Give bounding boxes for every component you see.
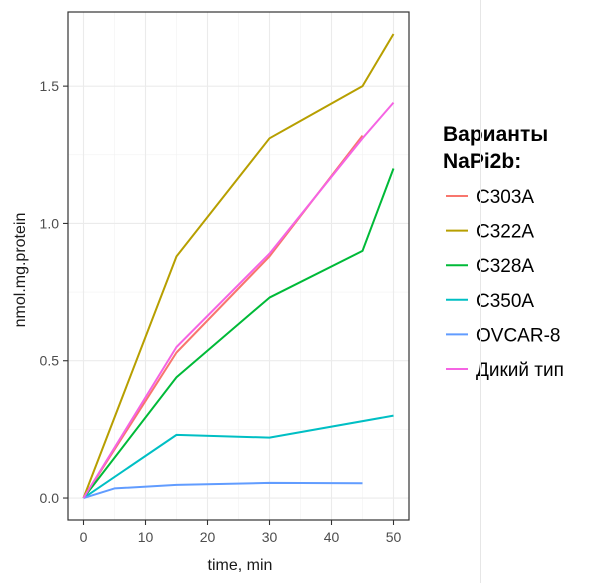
series-line	[82, 168, 395, 499]
series-line	[82, 33, 395, 499]
x-tick-label: 0	[80, 529, 88, 545]
legend: Варианты NaPi2b: C303A C322A C328A C350A OVC…	[443, 123, 564, 381]
y-axis-title: nmol.mg.protein	[12, 213, 29, 328]
legend-label: C322A	[476, 222, 534, 243]
legend-label: Дикий тип	[476, 360, 564, 381]
y-tick-label: 0.0	[40, 490, 60, 506]
legend-label: C303A	[476, 187, 534, 208]
series-line	[82, 414, 394, 499]
series-line	[83, 481, 363, 499]
legend-title-line-1: Варианты	[443, 123, 548, 146]
y-tick-label: 1.5	[40, 78, 60, 94]
x-tick-label: 50	[386, 529, 402, 545]
series-lines	[82, 33, 395, 499]
plot-panel-border	[67, 11, 410, 521]
y-tick-label: 0.5	[40, 353, 60, 369]
legend-label: C350A	[476, 291, 534, 312]
series-line	[82, 101, 395, 499]
x-tick-label: 30	[262, 529, 278, 545]
x-axis-title: time, min	[208, 557, 273, 574]
y-axis: 0.0 0.5 1.0 1.5	[40, 78, 68, 506]
legend-label: OVCAR-8	[476, 325, 560, 346]
x-tick-label: 10	[138, 529, 154, 545]
x-tick-label: 40	[324, 529, 340, 545]
y-tick-label: 1.0	[40, 215, 60, 231]
x-axis: 0 10 20 30 40 50	[80, 520, 402, 545]
legend-title-line-2: NaPi2b:	[443, 150, 521, 173]
legend-label: C328A	[476, 256, 534, 277]
x-tick-label: 20	[200, 529, 216, 545]
